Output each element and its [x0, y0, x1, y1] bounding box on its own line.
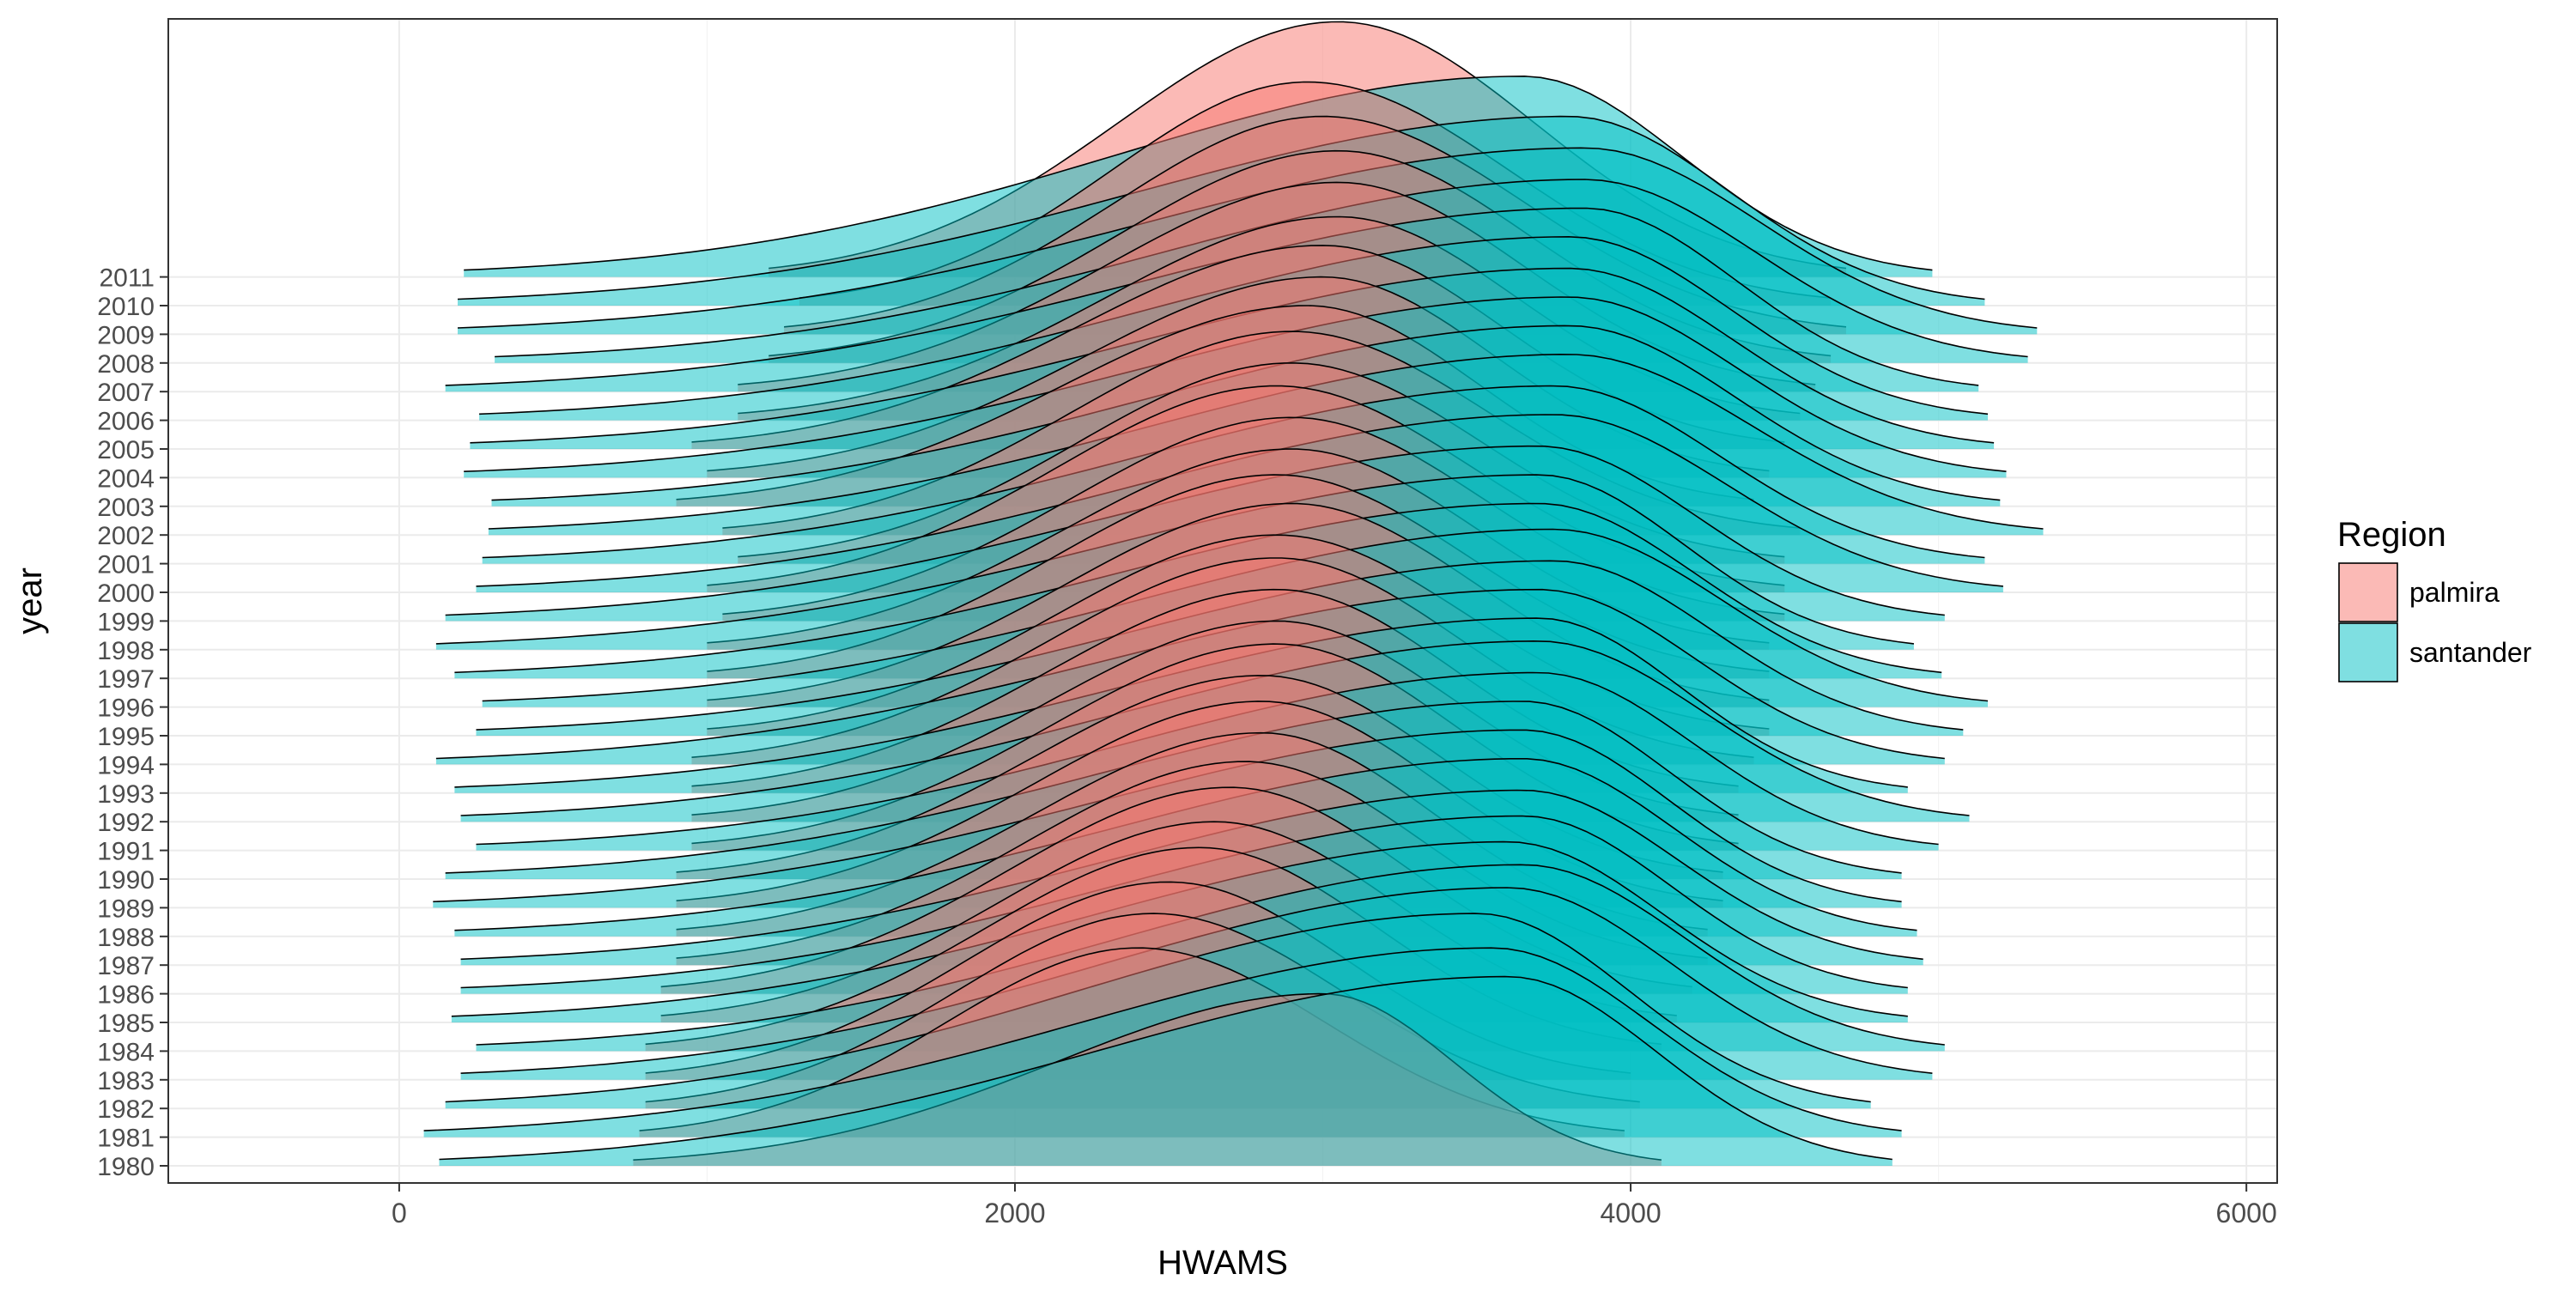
y-tick-label: 1991 — [97, 838, 155, 866]
y-tick-label: 1981 — [97, 1125, 155, 1153]
y-tick-label: 1994 — [97, 751, 155, 779]
y-tick-label: 1986 — [97, 981, 155, 1010]
y-tick-label: 1990 — [97, 866, 155, 895]
x-tick-label: 6000 — [2216, 1198, 2277, 1228]
y-tick-label: 1993 — [97, 780, 155, 809]
x-tick-label: 0 — [392, 1198, 407, 1228]
y-tick-label: 2007 — [97, 379, 155, 407]
legend-entries: palmira santander — [2338, 562, 2532, 682]
y-tick-label: 1998 — [97, 637, 155, 665]
y-tick-label: 1985 — [97, 1010, 155, 1038]
x-tick-label: 4000 — [1600, 1198, 1661, 1228]
y-tick-label: 1992 — [97, 809, 155, 837]
y-tick-label: 1995 — [97, 723, 155, 751]
y-tick-label: 1988 — [97, 924, 155, 952]
y-tick-label: 2003 — [97, 494, 155, 522]
legend-label-santander: santander — [2409, 637, 2532, 668]
y-tick-label: 1982 — [97, 1095, 155, 1124]
y-axis: 1980198119821983198419851986198719881989… — [97, 264, 168, 1181]
y-tick-label: 2008 — [97, 350, 155, 379]
x-axis: 0 2000 4000 6000 — [392, 1183, 2277, 1228]
y-tick-label: 2009 — [97, 321, 155, 349]
ridge-outline-santander-1981 — [423, 947, 1902, 1131]
y-tick-label: 1999 — [97, 608, 155, 636]
y-tick-label: 2000 — [97, 579, 155, 608]
y-tick-label: 2002 — [97, 522, 155, 550]
y-tick-label: 1980 — [97, 1153, 155, 1181]
ridges — [423, 21, 2044, 1166]
legend-label-palmira: palmira — [2409, 577, 2500, 608]
y-tick-label: 1987 — [97, 952, 155, 980]
y-tick-label: 2005 — [97, 436, 155, 464]
y-tick-label: 1996 — [97, 695, 155, 723]
y-axis-title: year — [11, 567, 49, 634]
y-tick-label: 2001 — [97, 551, 155, 579]
y-tick-label: 2004 — [97, 464, 155, 493]
ridge-outline-santander-1980 — [439, 975, 1893, 1161]
y-tick-label: 1984 — [97, 1038, 155, 1066]
panel-border — [167, 18, 2278, 1184]
plot-panel — [167, 18, 2278, 1184]
x-tick-label: 2000 — [984, 1198, 1045, 1228]
legend-title: Region — [2337, 516, 2446, 554]
y-tick-label: 1997 — [97, 665, 155, 694]
legend: Region palmira santander — [2337, 516, 2532, 682]
y-tick-label: 1989 — [97, 895, 155, 923]
y-tick-label: 2011 — [99, 264, 155, 293]
ridge-santander-1980 — [439, 976, 1893, 1166]
y-tick-label: 2006 — [97, 408, 155, 436]
y-tick-label: 2010 — [97, 293, 155, 321]
legend-key-palmira — [2338, 562, 2398, 622]
y-tick-label: 1983 — [97, 1067, 155, 1095]
x-axis-title: HWAMS — [1157, 1244, 1288, 1282]
legend-key-santander — [2338, 622, 2398, 682]
